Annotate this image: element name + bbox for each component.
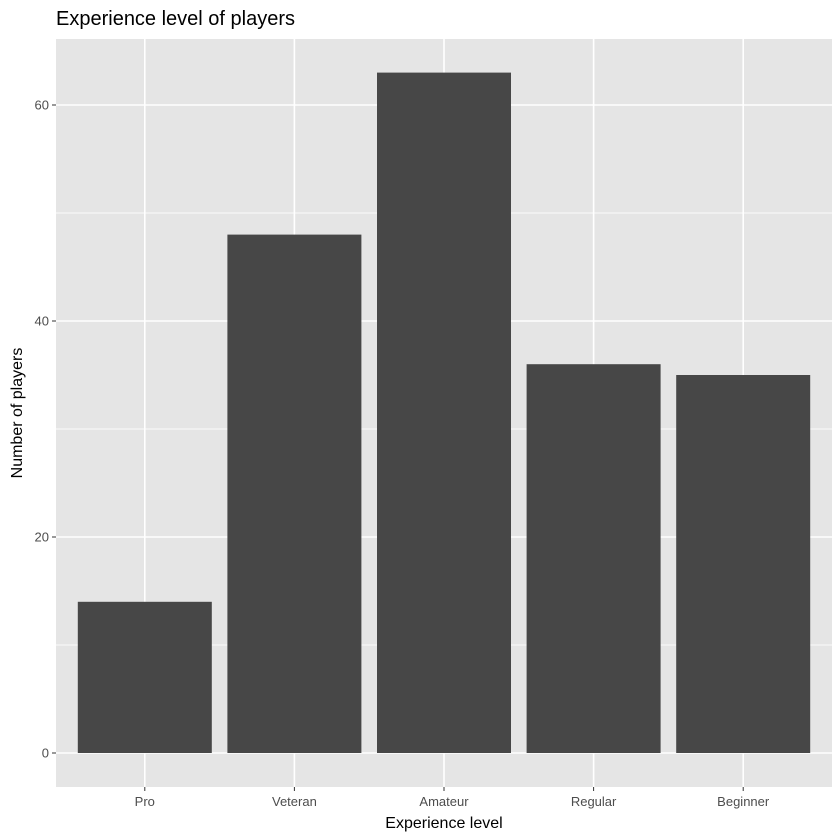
y-tick-label: 60 — [35, 98, 49, 113]
bar-regular — [526, 364, 661, 753]
bar-pro — [77, 601, 212, 753]
y-axis: 0 20 40 60 — [35, 98, 56, 761]
x-tick-label: Amateur — [419, 794, 469, 809]
bar-veteran — [227, 234, 362, 754]
x-axis-title: Experience level — [385, 815, 502, 832]
bars — [77, 72, 811, 754]
bar-amateur — [377, 72, 511, 754]
x-tick-label: Pro — [135, 794, 155, 809]
y-tick-label: 20 — [35, 530, 49, 545]
x-tick-label: Veteran — [272, 794, 317, 809]
y-tick-label: 0 — [42, 746, 49, 761]
chart-title: Experience level of players — [56, 8, 295, 30]
y-tick-label: 40 — [35, 314, 49, 329]
x-tick-label: Beginner — [717, 794, 770, 809]
x-tick-label: Regular — [571, 794, 617, 809]
y-axis-title: Number of players — [9, 348, 26, 479]
bar-beginner — [676, 375, 811, 753]
x-axis: Pro Veteran Amateur Regular Beginner — [135, 787, 770, 809]
